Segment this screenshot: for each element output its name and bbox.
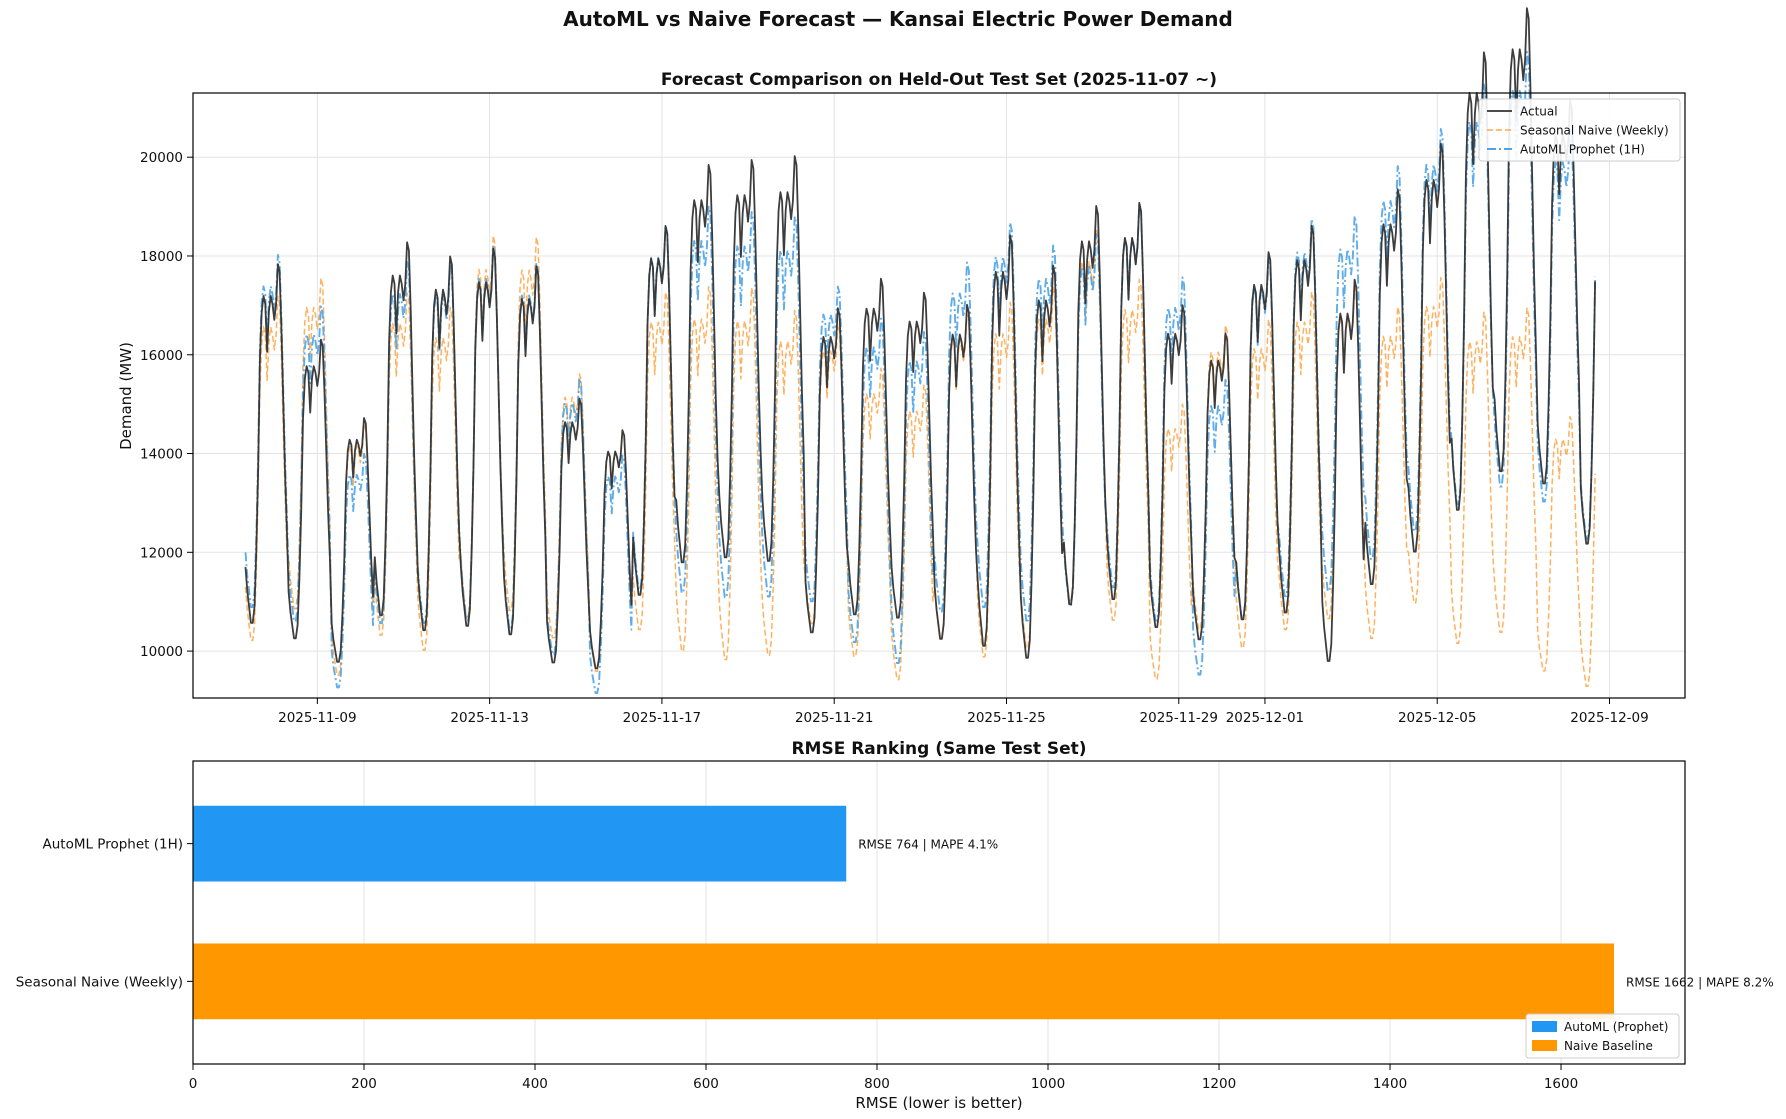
- line-chart-y-tick-label: 16000: [140, 348, 183, 364]
- line-chart-legend-label: Seasonal Naive (Weekly): [1520, 124, 1669, 138]
- bar-chart-bars-group: RMSE 764 | MAPE 4.1% RMSE 1662 | MAPE 8.2…: [193, 805, 1774, 1020]
- line-chart-title: Forecast Comparison on Held-Out Test Set…: [661, 70, 1217, 90]
- line-chart-y-axis: 10000 12000 14000 16000 18000 20000: [140, 150, 193, 660]
- line-chart-x-tick-label: 2025-11-09: [278, 710, 356, 726]
- line-chart-y-tick-label: 12000: [140, 545, 183, 561]
- bar-chart-x-label: RMSE (lower is better): [855, 1094, 1022, 1112]
- bar-chart-panel: RMSE 764 | MAPE 4.1% RMSE 1662 | MAPE 8.2…: [16, 739, 1774, 1112]
- bar-chart-x-tick-label: 600: [693, 1076, 719, 1092]
- line-chart-legend: Actual Seasonal Naive (Weekly) AutoML Prop…: [1478, 98, 1681, 162]
- line-chart-x-tick-label: 2025-11-13: [450, 710, 528, 726]
- bar-chart-category-label: Seasonal Naive (Weekly): [16, 974, 183, 990]
- bar-chart-x-tick-label: 1000: [1031, 1076, 1065, 1092]
- bar-chart-category-axis: AutoML Prophet (1H) Seasonal Naive (Weekl…: [16, 837, 193, 990]
- line-series-actual: [244, 7, 1596, 670]
- line-chart-x-tick-label: 2025-11-25: [967, 710, 1045, 726]
- line-chart-x-axis: 2025-11-09 2025-11-13 2025-11-17 2025-11-21…: [278, 698, 1649, 726]
- bar-seasonal-naive: [193, 943, 1615, 1020]
- line-chart-panel: 2025-11-09 2025-11-13 2025-11-17 2025-11-21…: [117, 7, 1686, 726]
- bar-chart-x-tick-label: 1600: [1544, 1076, 1578, 1092]
- line-chart-x-tick-label: 2025-11-29: [1140, 710, 1218, 726]
- line-chart-y-tick-label: 10000: [140, 644, 183, 660]
- bar-chart-x-axis: 0 200 400 600 800 1000 1200 1400 1600: [189, 1064, 1578, 1092]
- bar-chart-legend-swatch: [1532, 1021, 1557, 1032]
- bar-chart-x-tick-label: 800: [864, 1076, 890, 1092]
- bar-chart-x-tick-label: 1200: [1202, 1076, 1236, 1092]
- bar-chart-title: RMSE Ranking (Same Test Set): [791, 739, 1086, 759]
- line-chart-y-tick-label: 18000: [140, 249, 183, 265]
- line-chart-x-tick-label: 2025-12-01: [1226, 710, 1304, 726]
- bar-chart-legend: AutoML (Prophet) Naive Baseline: [1525, 1013, 1680, 1059]
- line-chart-y-tick-label: 20000: [140, 150, 183, 166]
- bar-chart-legend-swatch: [1532, 1040, 1557, 1051]
- line-chart-x-tick-label: 2025-12-05: [1398, 710, 1476, 726]
- line-chart-x-tick-label: 2025-11-21: [795, 710, 873, 726]
- bar-chart-legend-box: [1525, 1013, 1680, 1059]
- line-chart-series-group: [244, 7, 1597, 694]
- bar-chart-category-label: AutoML Prophet (1H): [42, 837, 183, 853]
- bar-chart-x-tick-label: 1400: [1373, 1076, 1407, 1092]
- line-chart-x-tick-label: 2025-12-09: [1570, 710, 1648, 726]
- line-chart-legend-label: AutoML Prophet (1H): [1520, 143, 1645, 157]
- bar-chart-x-tick-label: 400: [522, 1076, 548, 1092]
- line-chart-legend-label: Actual: [1520, 105, 1558, 119]
- bar-chart-legend-label: AutoML (Prophet): [1564, 1020, 1668, 1034]
- bar-automl-prophet: [193, 805, 847, 882]
- bar-chart-x-tick-label: 0: [189, 1076, 198, 1092]
- bar-chart-frame: [192, 760, 1686, 1065]
- bar-chart-legend-label: Naive Baseline: [1564, 1039, 1653, 1053]
- figure-suptitle: AutoML vs Naive Forecast — Kansai Electr…: [563, 7, 1233, 31]
- line-chart-y-label: Demand (MW): [117, 342, 135, 450]
- bar-data-label: RMSE 1662 | MAPE 8.2%: [1626, 975, 1774, 989]
- bar-data-label: RMSE 764 | MAPE 4.1%: [858, 838, 998, 852]
- line-chart-legend-box: [1478, 98, 1681, 162]
- line-chart-x-tick-label: 2025-11-17: [623, 710, 701, 726]
- bar-chart-x-tick-label: 200: [351, 1076, 377, 1092]
- line-chart-frame: [192, 92, 1686, 699]
- line-chart-y-tick-label: 14000: [140, 447, 183, 463]
